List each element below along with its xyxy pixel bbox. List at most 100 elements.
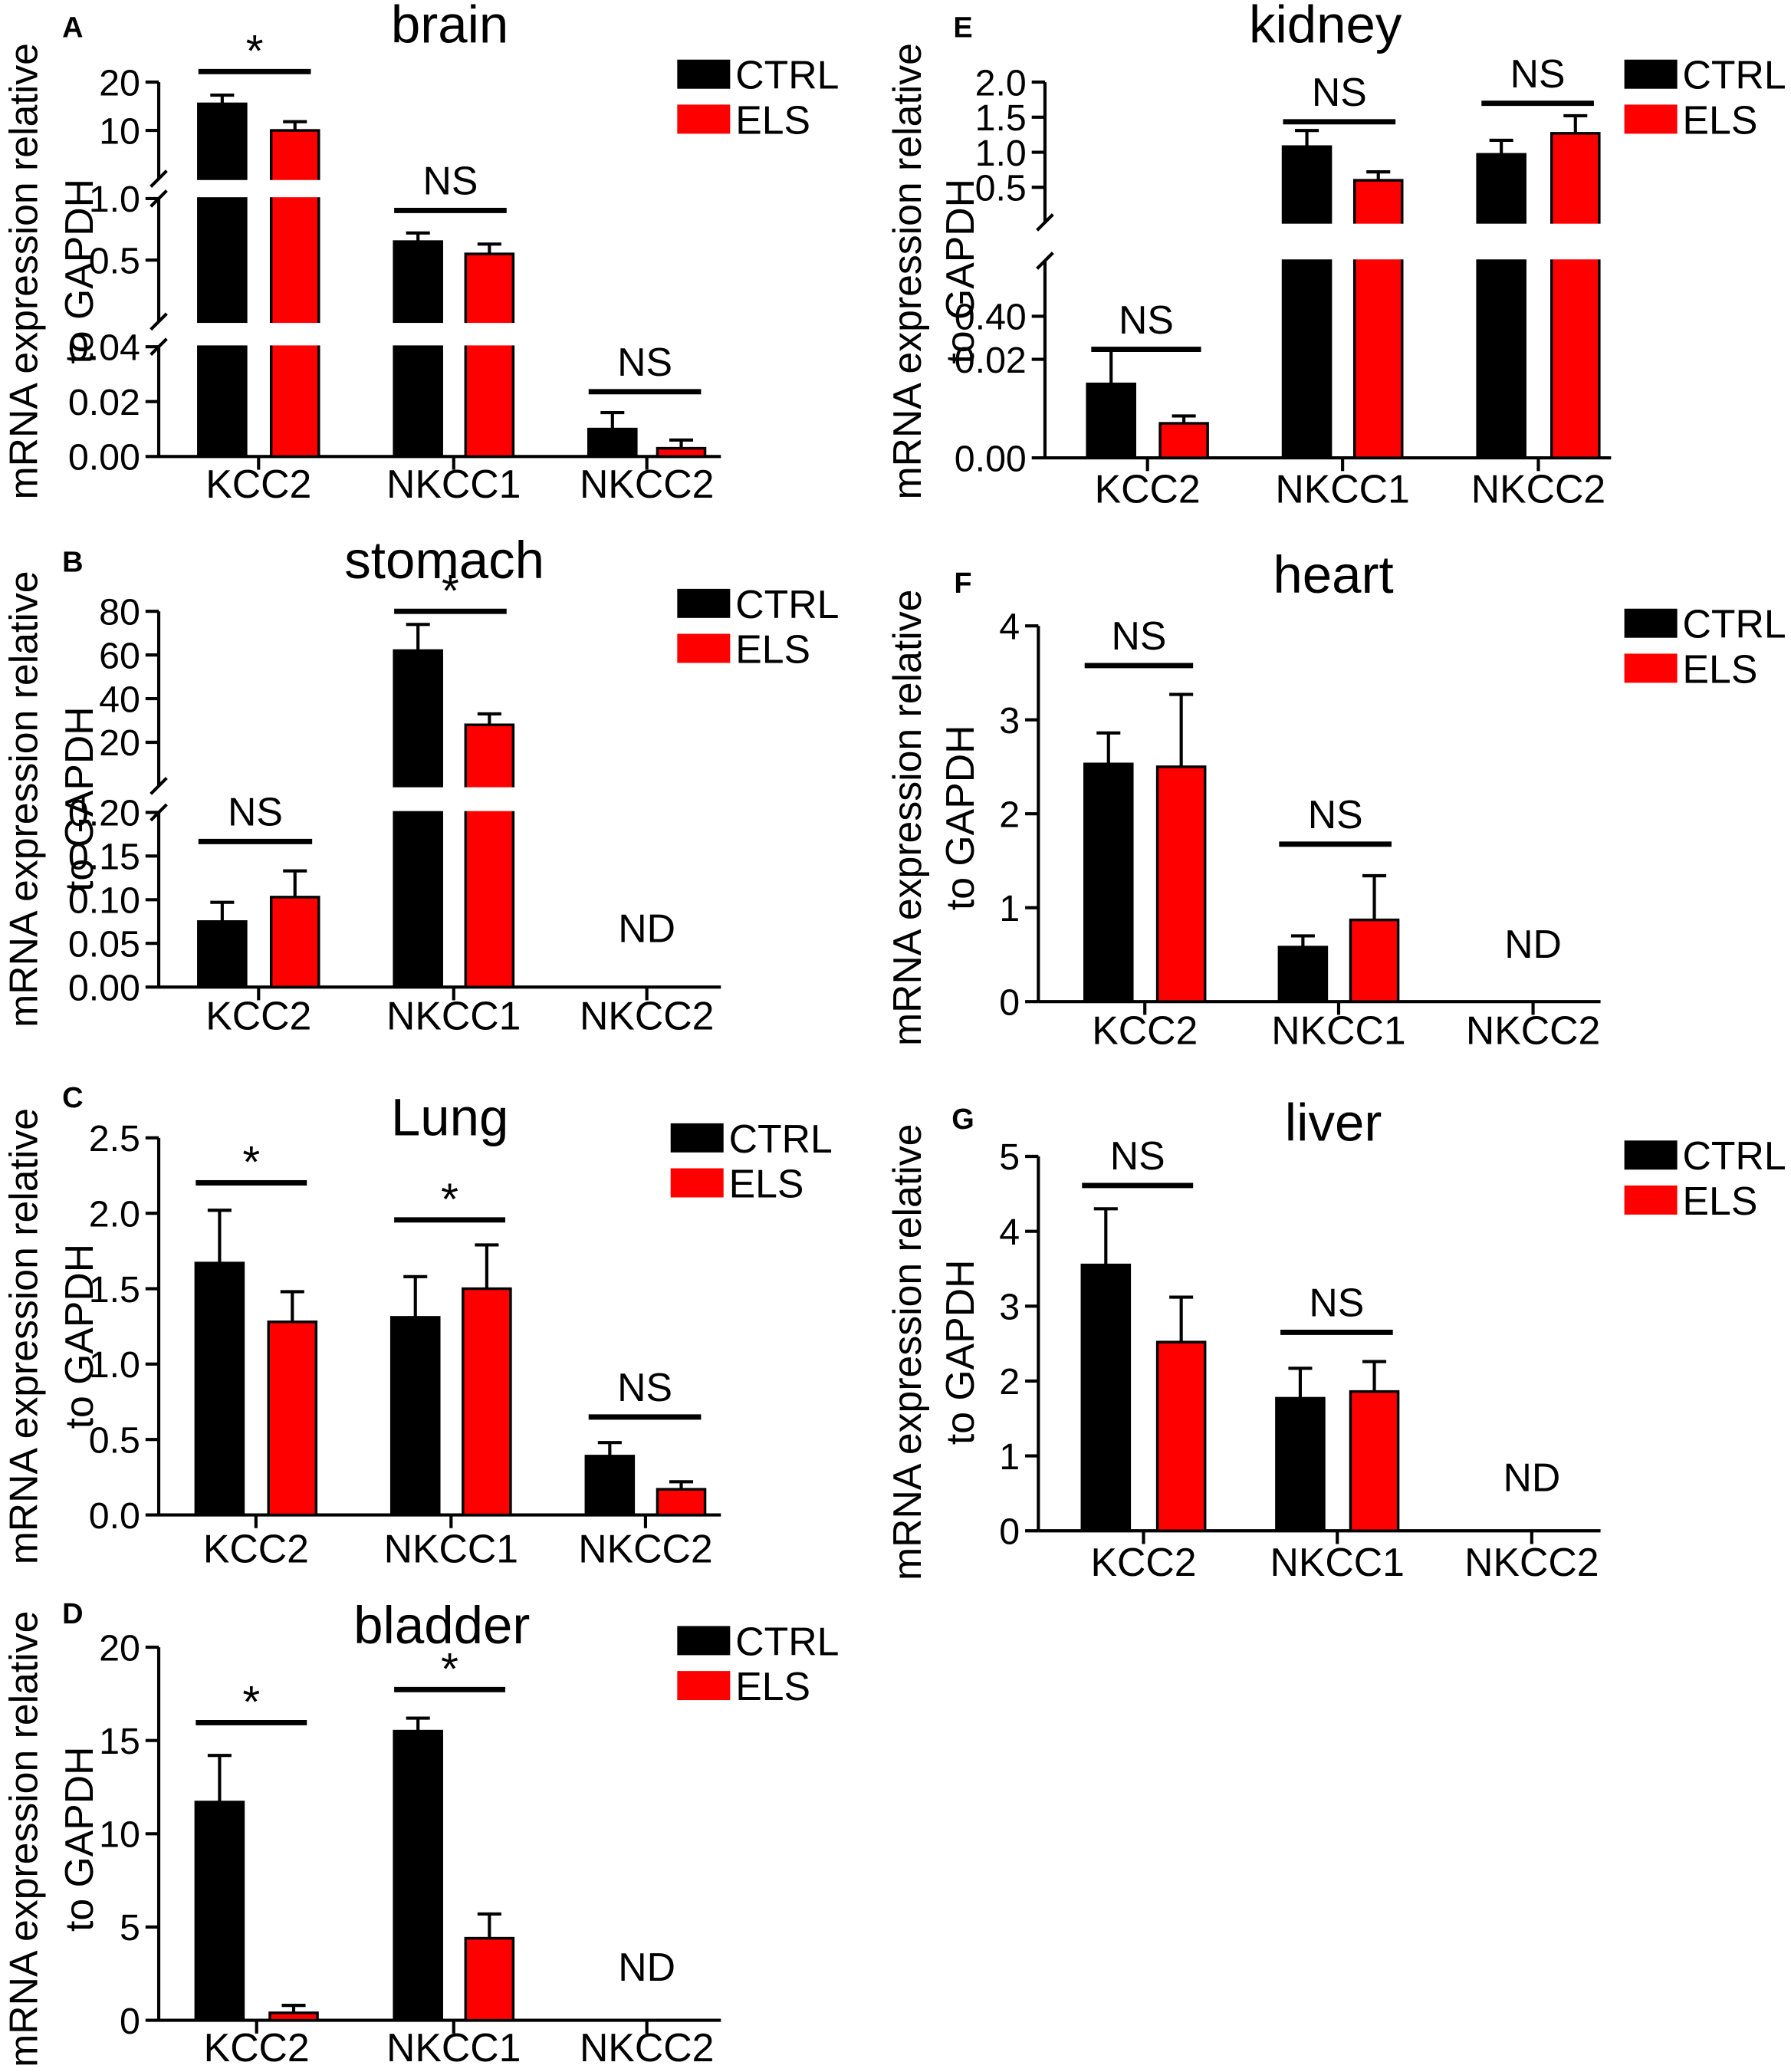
significance-star: * xyxy=(246,26,264,76)
significance-ns: NS xyxy=(1110,1133,1165,1178)
bar-els-nkcc1 xyxy=(1349,1390,1400,1532)
x-tick-label: NKCC2 xyxy=(580,462,714,506)
x-tick-label: NKCC1 xyxy=(386,462,521,506)
y-axis-label-line1: mRNA expression relative xyxy=(1,1108,45,1564)
y-tick-label: 1 xyxy=(999,1436,1020,1478)
y-tick-label: 2.5 xyxy=(89,1118,140,1159)
y-tick-label: 3 xyxy=(999,700,1020,742)
legend-label-ctrl: CTRL xyxy=(735,53,839,97)
bar-els-kcc2 xyxy=(269,896,320,988)
x-tick-label: KCC2 xyxy=(1095,467,1201,511)
bar-ctrl-kcc2 xyxy=(1086,382,1136,459)
y-tick-label: 80 xyxy=(99,591,140,633)
significance-ns: NS xyxy=(423,159,478,203)
chart-title: bladder xyxy=(353,1596,530,1655)
bar-els-kcc2 xyxy=(1158,422,1209,459)
axis-break-mark xyxy=(150,169,168,188)
legend-label-els: ELS xyxy=(1683,646,1758,691)
x-tick-label: NKCC2 xyxy=(580,993,714,1038)
bar-ctrl-nkcc2 xyxy=(1476,153,1526,459)
bar-els-kcc2 xyxy=(269,129,320,459)
annotation-nd: ND xyxy=(618,906,675,951)
chart-title: heart xyxy=(1273,545,1393,604)
bar-els-nkcc1 xyxy=(464,1936,515,2022)
significance-ns: NS xyxy=(617,340,672,384)
legend-swatch-ctrl xyxy=(1624,1140,1678,1170)
y-tick-label: 0.10 xyxy=(68,880,140,922)
y-tick-label: 2 xyxy=(999,794,1020,835)
legend-swatch-ctrl xyxy=(677,59,731,89)
chart-title: liver xyxy=(1285,1093,1382,1152)
legend-label-ctrl: CTRL xyxy=(1683,1133,1786,1178)
y-axis-label-line2: to GAPDH xyxy=(57,1746,101,1932)
bar-ctrl-kcc2 xyxy=(194,1801,245,2022)
axis-break-gap xyxy=(268,323,322,346)
y-tick-label: 2.0 xyxy=(89,1193,140,1235)
bar-els-nkcc2 xyxy=(656,446,707,459)
x-tick-label: KCC2 xyxy=(204,2025,310,2070)
y-tick-label: 0.05 xyxy=(68,923,140,965)
y-tick-label: 0 xyxy=(120,2001,140,2042)
y-tick-label: 10 xyxy=(99,1814,140,1856)
significance-ns: NS xyxy=(228,790,283,834)
x-tick-label: NKCC1 xyxy=(1270,1540,1405,1584)
panel-label: B xyxy=(62,546,83,578)
significance-star: * xyxy=(242,1678,260,1728)
axis-break-gap xyxy=(1352,223,1405,260)
significance-ns: NS xyxy=(617,1365,672,1409)
y-tick-label: 3 xyxy=(999,1287,1020,1328)
bar-els-kcc2 xyxy=(268,2011,319,2022)
legend-swatch-els xyxy=(677,104,731,134)
significance-ns: NS xyxy=(1119,298,1174,342)
x-tick-label: NKCC1 xyxy=(386,993,521,1038)
bar-ctrl-kcc2 xyxy=(197,102,248,459)
y-tick-label: 1 xyxy=(999,888,1020,929)
panel-label: E xyxy=(953,12,972,44)
bar-ctrl-kcc2 xyxy=(1080,1263,1132,1532)
legend-swatch-els xyxy=(677,633,731,663)
chart-title: brain xyxy=(391,0,508,54)
x-tick-label: KCC2 xyxy=(1092,1008,1198,1052)
legend-label-ctrl: CTRL xyxy=(735,582,839,627)
bar-ctrl-kcc2 xyxy=(1083,762,1134,1003)
x-tick-label: NKCC2 xyxy=(580,2025,714,2070)
axis-break-gap xyxy=(462,323,516,346)
x-tick-label: NKCC2 xyxy=(1464,1540,1599,1584)
legend-swatch-ctrl xyxy=(670,1123,724,1153)
significance-star: * xyxy=(441,1644,458,1694)
y-axis-label-line1: mRNA expression relative xyxy=(1,43,45,499)
legend-swatch-ctrl xyxy=(677,588,731,618)
bar-els-nkcc1 xyxy=(1349,918,1400,1003)
legend-label-ctrl: CTRL xyxy=(1683,53,1786,97)
x-tick-label: NKCC2 xyxy=(578,1527,712,1571)
bar-els-nkcc1 xyxy=(1352,179,1404,459)
legend-swatch-els xyxy=(1624,1185,1678,1215)
y-tick-label: 1.0 xyxy=(89,1344,140,1386)
y-tick-label: 0.5 xyxy=(975,167,1027,209)
y-tick-label: 0.40 xyxy=(955,297,1027,338)
bar-els-nkcc1 xyxy=(464,252,515,459)
y-axis-label-line2: to GAPDH xyxy=(938,179,982,364)
bar-ctrl-nkcc1 xyxy=(1281,145,1333,459)
bar-ctrl-nkcc1 xyxy=(389,1316,441,1517)
legend-swatch-ctrl xyxy=(677,1626,731,1656)
y-axis-label-line2: to GAPDH xyxy=(938,725,982,911)
bar-ctrl-nkcc2 xyxy=(584,1455,636,1517)
axis-break-gap xyxy=(196,179,249,198)
y-tick-label: 5 xyxy=(120,1907,140,1949)
bar-els-kcc2 xyxy=(1155,1340,1207,1532)
axis-break-gap xyxy=(196,323,249,346)
significance-ns: NS xyxy=(1510,51,1566,96)
panel-label: C xyxy=(62,1082,83,1114)
y-tick-label: 0.00 xyxy=(955,438,1027,479)
significance-star: * xyxy=(242,1138,260,1188)
bar-els-nkcc1 xyxy=(462,1287,512,1517)
panel-label: A xyxy=(62,12,83,44)
y-tick-label: 0.00 xyxy=(68,437,140,479)
y-tick-label: 60 xyxy=(99,635,140,676)
